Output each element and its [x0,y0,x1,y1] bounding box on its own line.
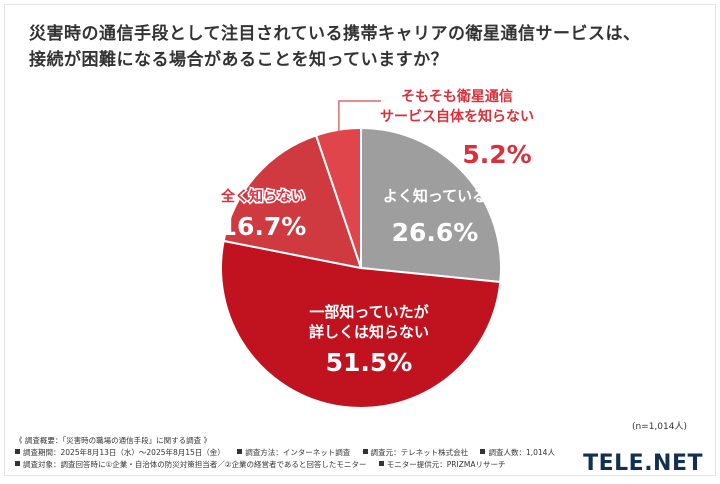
pie-slice [220,239,502,409]
slice-value-label: 5.2% [462,140,531,169]
pie-slice [360,126,502,284]
survey-row-3: 調査対象：調査回答時に①企業・自治体の防災対策担当者／②企業の経営者であると回答… [15,459,565,471]
bullet-icon [237,449,243,454]
slice-label: サービス自体を知らない [380,108,534,125]
bullet-icon [15,449,20,454]
bullet-icon [362,449,368,454]
survey-footer: 《 調査概要：「災害時の職場の通信手段」に関する調査 》 調査期間：2025年8… [15,435,565,471]
slice-label: 一部知っていたが [309,303,429,321]
telenet-logo: TELE.NET [583,451,703,476]
pie-slice [314,126,362,269]
infographic: 災害時の通信手段として注目されている携帯キャリアの衛星通信サービスは、 接続が困… [4,4,716,476]
slice-value-label: 16.7% [220,212,307,241]
slice-label: 全く知らない [220,188,305,205]
survey-monitor: モニター提供元：PRIZMAリサーチ [386,460,506,469]
title-line-2: 接続が困難になる場合があることを知っていますか？ [29,50,449,70]
survey-target: 調査対象：調査回答時に①企業・自治体の防災対策担当者／②企業の経営者であると回答… [23,460,367,469]
title-line-1: 災害時の通信手段として注目されている携帯キャリアの衛星通信サービスは、 [29,24,641,44]
sample-size-label: (n=1,014人) [631,422,687,432]
slice-value-label: 26.6% [392,218,479,247]
survey-title: 《 調査概要：「災害時の職場の通信手段」に関する調査 》 [15,436,212,445]
page-title: 災害時の通信手段として注目されている携帯キャリアの衛星通信サービスは、 接続が困… [29,21,689,73]
slice-label: そもそも衛星通信 [401,88,513,105]
survey-period: 調査期間：2025年8月13日（水）〜2025年8月15日（金） [23,448,225,457]
survey-row-2: 調査期間：2025年8月13日（水）〜2025年8月15日（金） 調査方法：イン… [15,447,565,459]
survey-count: 調査人数：1,014人 [488,448,555,457]
leader-line [338,100,381,134]
survey-source: 調査元：テレネット株式会社 [370,448,469,457]
slice-label: よく知っている [383,187,487,205]
survey-method: 調査方法：インターネット調査 [245,448,351,457]
bullet-icon [15,461,20,466]
slice-label: 詳しくは知らない [309,323,429,341]
slice-value-label: 51.5% [326,348,413,377]
bullet-icon [480,449,486,454]
bullet-icon [378,461,384,466]
